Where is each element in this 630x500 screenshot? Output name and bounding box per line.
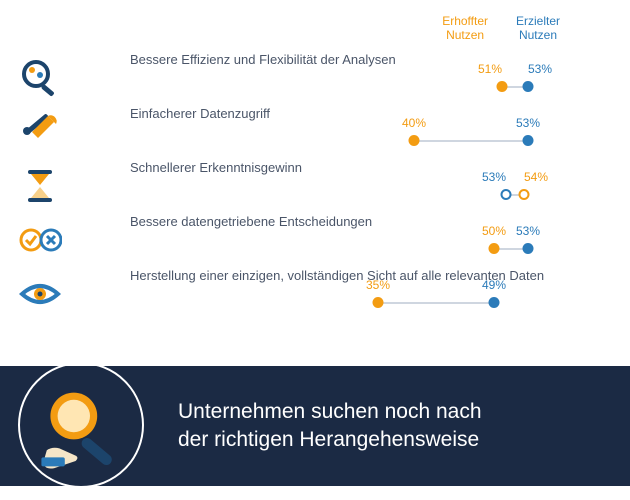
magnify-icon <box>18 56 62 100</box>
point-a <box>409 135 420 146</box>
connector-line <box>414 140 528 142</box>
hourglass-icon <box>18 164 62 208</box>
footer-banner: Unternehmen suchen noch nach der richtig… <box>0 366 630 486</box>
footer-headline: Unternehmen suchen noch nach der richtig… <box>178 398 482 454</box>
pct-label: 53% <box>516 224 540 238</box>
pct-label: 40% <box>402 116 426 130</box>
dumbbell-track: 50%53% <box>130 236 550 262</box>
pct-label: 49% <box>482 278 506 292</box>
point-b <box>523 81 534 92</box>
point-b <box>523 135 534 146</box>
pct-label: 54% <box>524 170 548 184</box>
pct-label: 35% <box>366 278 390 292</box>
pct-label: 53% <box>516 116 540 130</box>
tools-icon <box>18 110 62 154</box>
chart-row: Bessere datengetriebene Entscheidungen 50… <box>76 214 554 266</box>
pct-label: 51% <box>478 62 502 76</box>
point-a <box>501 189 512 200</box>
chart-row: Bessere Effizienz und Flexibilität der A… <box>76 52 554 104</box>
legend-expected: ErhoffterNutzen <box>442 14 488 42</box>
connector-line <box>378 302 494 304</box>
pct-label: 53% <box>528 62 552 76</box>
chart-row: Schnellerer Erkenntnisgewinn53%54% <box>76 160 554 212</box>
pct-label: 53% <box>482 170 506 184</box>
dumbbell-track: 40%53% <box>130 128 550 154</box>
point-b <box>519 189 530 200</box>
row-label: Bessere Effizienz und Flexibilität der A… <box>130 52 396 67</box>
dumbbell-track: 35%49% <box>130 290 550 316</box>
point-b <box>523 243 534 254</box>
footer-line2: der richtigen Herangehensweise <box>178 426 482 454</box>
row-label: Einfacherer Datenzugriff <box>130 106 270 121</box>
row-label: Schnellerer Erkenntnisgewinn <box>130 160 302 175</box>
legend-achieved: ErzielterNutzen <box>516 14 560 42</box>
chart-row: Herstellung einer einzigen, vollständige… <box>76 268 554 320</box>
magnify-hand-illustration <box>18 362 144 488</box>
point-a <box>497 81 508 92</box>
pct-label: 50% <box>482 224 506 238</box>
check-x-icon <box>18 218 62 262</box>
point-a <box>489 243 500 254</box>
eye-icon <box>18 272 62 316</box>
dumbbell-track: 51%53% <box>130 74 550 100</box>
point-a <box>373 297 384 308</box>
footer-line1: Unternehmen suchen noch nach <box>178 398 482 426</box>
chart-row: Einfacherer Datenzugriff40%53% <box>76 106 554 158</box>
chart-rows: Bessere Effizienz und Flexibilität der A… <box>76 52 554 322</box>
magnify-hand-icon <box>36 380 126 470</box>
point-b <box>489 297 500 308</box>
row-label: Bessere datengetriebene Entscheidungen <box>130 214 372 229</box>
dumbbell-track: 53%54% <box>130 182 550 208</box>
infographic-canvas: ErhoffterNutzen ErzielterNutzen Bessere … <box>0 0 630 500</box>
